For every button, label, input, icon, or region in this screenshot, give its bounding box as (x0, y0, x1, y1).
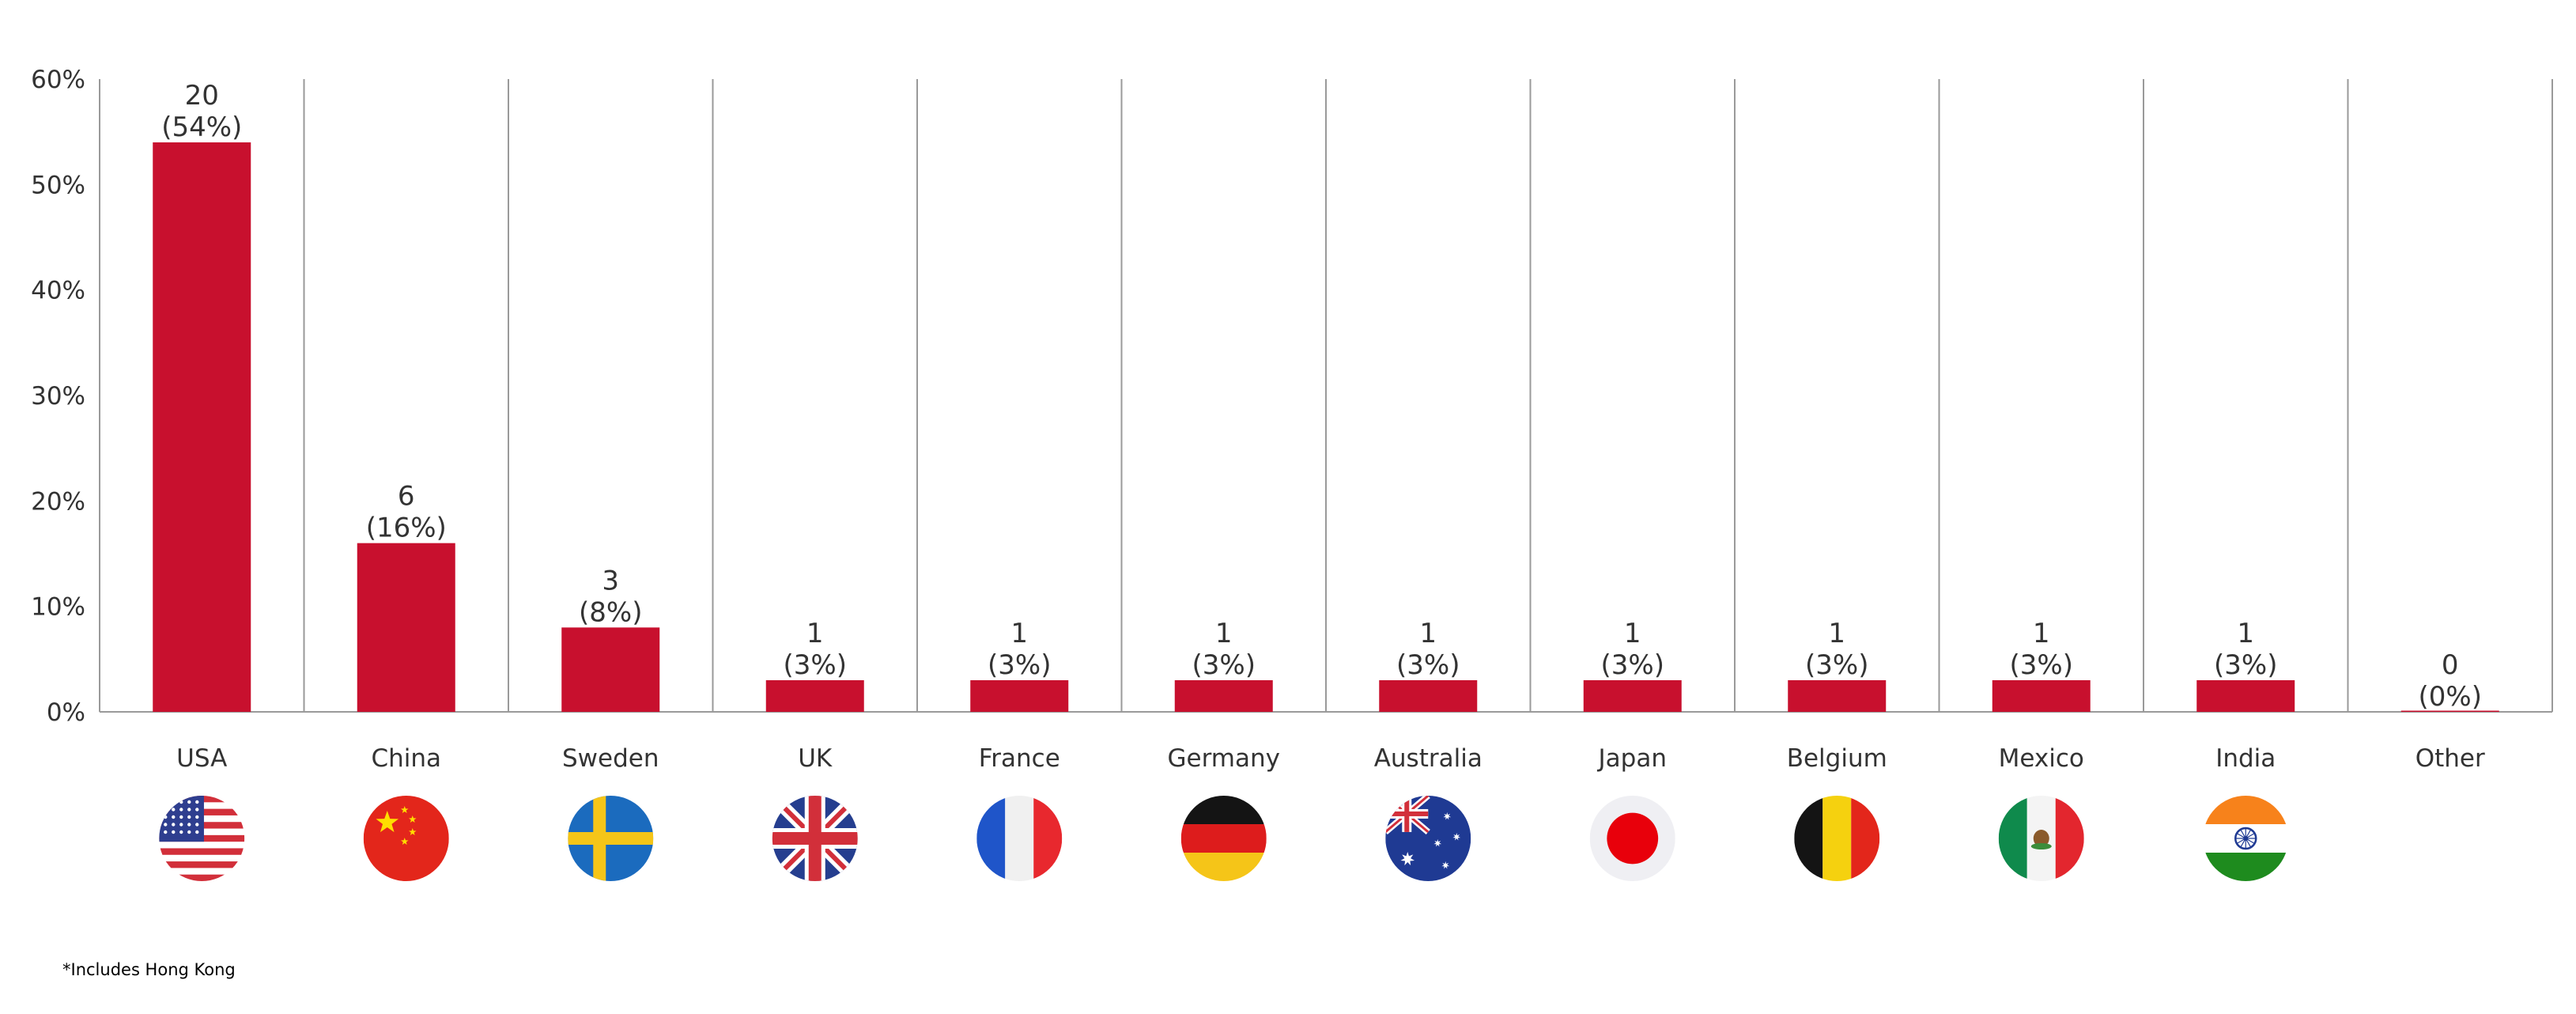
belgium-flag-icon (1794, 796, 1880, 881)
data-label-percent: (3%) (2010, 649, 2073, 681)
data-label-count: 1 (1828, 618, 1845, 649)
data-label-count: 1 (1624, 618, 1641, 649)
bar (561, 627, 660, 712)
data-label-count: 1 (2237, 618, 2254, 649)
data-label-count: 3 (602, 565, 619, 596)
category-label: Belgium (1787, 744, 1887, 773)
footnote: *Includes Hong Kong (62, 960, 236, 979)
category-label: Germany (1168, 744, 1280, 773)
data-label-count: 1 (1010, 618, 1028, 649)
category-label: France (979, 744, 1060, 773)
data-label-count: 1 (1215, 618, 1233, 649)
category-label: Japan (1597, 744, 1667, 773)
bar (1992, 680, 2091, 712)
bars (153, 142, 2499, 712)
y-tick-label: 40% (31, 277, 85, 305)
data-label-percent: (3%) (1396, 649, 1460, 681)
data-label-count: 1 (2033, 618, 2050, 649)
data-label-count: 1 (806, 618, 824, 649)
data-label-percent: (3%) (2214, 649, 2277, 681)
category-label: Mexico (1999, 744, 2084, 773)
category-label: UK (798, 744, 833, 773)
category-label: China (371, 744, 441, 773)
category-label: India (2215, 744, 2276, 773)
bar (1788, 680, 1887, 712)
bar (1379, 680, 1478, 712)
category-label: Australia (1374, 744, 1483, 773)
bar (2196, 680, 2295, 712)
data-label-percent: (8%) (579, 596, 642, 628)
data-label-percent: (3%) (1601, 649, 1664, 681)
china-flag-icon (363, 796, 449, 881)
germany-flag-icon (1180, 796, 1267, 881)
data-label-percent: (3%) (1805, 649, 1868, 681)
y-tick-label: 10% (31, 593, 85, 622)
usa-flag-icon (159, 796, 245, 881)
category-separators (303, 79, 2553, 712)
data-label-percent: (0%) (2419, 681, 2482, 713)
sweden-flag-icon (568, 796, 654, 881)
japan-flag-icon (1589, 796, 1675, 881)
data-label-percent: (3%) (784, 649, 847, 681)
mexico-flag-icon (1998, 796, 2084, 881)
bar (1174, 680, 1273, 712)
australia-flag-icon (1385, 796, 1471, 881)
bar (357, 543, 455, 712)
bar (2400, 710, 2499, 712)
france-flag-icon (976, 796, 1063, 881)
y-tick-label: 0% (47, 698, 85, 727)
india-flag-icon (2203, 796, 2289, 881)
bar (153, 142, 251, 712)
data-label-percent: (3%) (988, 649, 1051, 681)
data-labels: 20(54%)6(16%)3(8%)1(3%)1(3%)1(3%)1(3%)1(… (161, 80, 2482, 713)
y-tick-label: 60% (31, 66, 85, 94)
data-label-percent: (54%) (161, 112, 242, 143)
data-label-count: 6 (398, 481, 415, 513)
y-tick-label: 50% (31, 171, 85, 199)
data-label-count: 20 (185, 80, 219, 112)
y-tick-label: 30% (31, 382, 85, 411)
category-label: Other (2415, 744, 2485, 773)
data-label-count: 0 (2442, 649, 2459, 681)
data-label-count: 1 (1419, 618, 1437, 649)
category-labels: USA China Sweden UK France Germany Australia Ja… (176, 744, 2485, 773)
bar (1583, 680, 1682, 712)
data-label-percent: (3%) (1192, 649, 1256, 681)
category-label: USA (176, 744, 227, 773)
bar (765, 680, 864, 712)
flag-icons (159, 796, 2289, 881)
bar (970, 680, 1069, 712)
data-label-percent: (16%) (366, 513, 447, 544)
category-label: Sweden (562, 744, 659, 773)
y-tick-label: 20% (31, 487, 85, 516)
uk-flag-icon (772, 796, 858, 881)
